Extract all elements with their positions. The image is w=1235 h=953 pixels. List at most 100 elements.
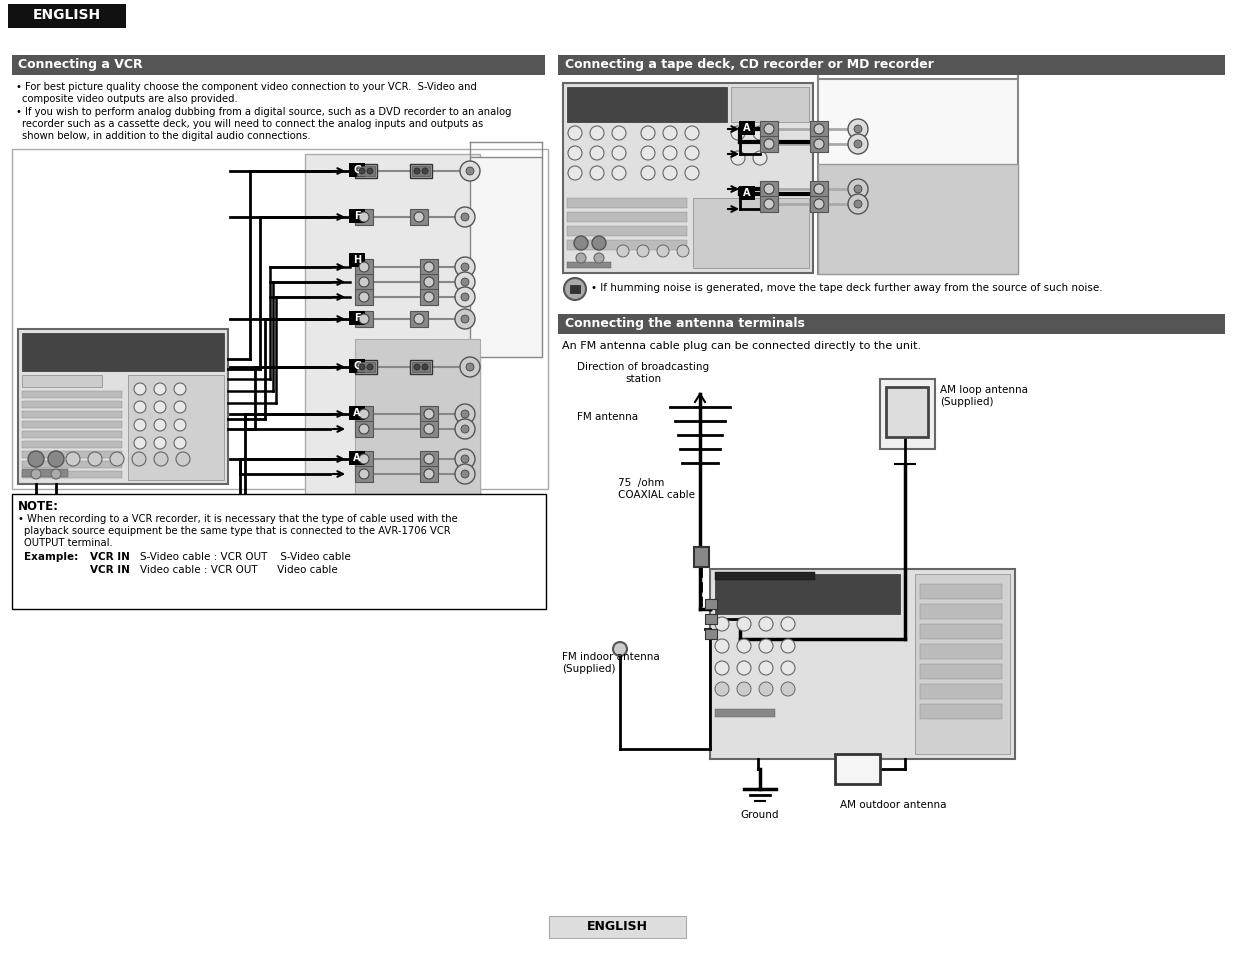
Circle shape [590, 127, 604, 141]
Circle shape [613, 167, 626, 181]
Circle shape [359, 277, 369, 288]
Circle shape [461, 264, 469, 272]
Circle shape [677, 246, 689, 257]
Bar [920, 704, 1002, 720]
Bar [22, 412, 122, 418]
Circle shape [461, 411, 469, 418]
Bar [22, 461, 122, 469]
Circle shape [454, 257, 475, 277]
Circle shape [359, 314, 369, 325]
Circle shape [760, 682, 773, 697]
Circle shape [814, 140, 824, 150]
Circle shape [737, 639, 751, 654]
Bar [881, 379, 935, 450]
Bar [731, 88, 809, 123]
Bar [705, 615, 718, 624]
Bar [350, 253, 366, 268]
Circle shape [760, 618, 773, 631]
Circle shape [781, 661, 795, 676]
Bar [22, 441, 122, 449]
Bar [563, 84, 813, 274]
Text: Direction of broadcasting
station: Direction of broadcasting station [577, 361, 709, 383]
Circle shape [414, 169, 420, 174]
Circle shape [414, 314, 424, 325]
Circle shape [848, 120, 868, 140]
Circle shape [764, 200, 774, 210]
Bar [22, 334, 224, 372]
Bar [920, 684, 1002, 700]
Bar [354, 274, 373, 291]
Bar [420, 452, 438, 468]
Circle shape [466, 168, 474, 175]
Bar [354, 360, 377, 375]
Circle shape [154, 453, 168, 467]
Bar [412, 167, 430, 177]
Circle shape [853, 126, 862, 133]
Bar [354, 290, 373, 306]
Circle shape [781, 618, 795, 631]
Circle shape [568, 147, 582, 161]
Bar [350, 164, 366, 178]
Bar [810, 182, 827, 198]
Circle shape [359, 424, 369, 435]
Text: G: G [353, 165, 361, 174]
Bar [920, 644, 1002, 659]
Circle shape [135, 384, 146, 395]
Circle shape [174, 419, 186, 432]
Bar [915, 575, 1010, 754]
Circle shape [454, 464, 475, 484]
Circle shape [359, 455, 369, 464]
Circle shape [848, 135, 868, 154]
Text: Connecting the antenna terminals: Connecting the antenna terminals [564, 316, 805, 330]
Circle shape [753, 152, 767, 166]
Bar [350, 407, 366, 420]
Bar [920, 624, 1002, 639]
Bar [471, 158, 542, 357]
Bar [920, 604, 1002, 619]
Circle shape [663, 167, 677, 181]
Circle shape [459, 162, 480, 182]
Text: recorder such as a cassette deck, you will need to connect the analog inputs and: recorder such as a cassette deck, you wi… [22, 119, 483, 129]
Circle shape [461, 426, 469, 434]
Bar [760, 137, 778, 152]
Bar [694, 547, 709, 567]
Bar [710, 569, 1015, 760]
Bar [22, 375, 103, 388]
Bar [810, 196, 827, 213]
Circle shape [568, 127, 582, 141]
Text: Ground: Ground [741, 809, 779, 820]
Bar [567, 213, 687, 223]
Circle shape [641, 127, 655, 141]
Circle shape [424, 263, 433, 273]
Circle shape [424, 410, 433, 419]
Text: F: F [353, 211, 361, 221]
Bar [420, 260, 438, 275]
Text: Connecting a VCR: Connecting a VCR [19, 58, 142, 71]
Text: VCR IN: VCR IN [90, 564, 130, 575]
Bar [739, 122, 755, 136]
Circle shape [618, 246, 629, 257]
Circle shape [613, 127, 626, 141]
Bar [12, 150, 548, 490]
Circle shape [454, 405, 475, 424]
Text: • If you wish to perform analog dubbing from a digital source, such as a DVD rec: • If you wish to perform analog dubbing … [16, 107, 511, 117]
Bar [705, 629, 718, 639]
Text: Connecting a tape deck, CD recorder or MD recorder: Connecting a tape deck, CD recorder or M… [564, 58, 934, 71]
Circle shape [422, 169, 429, 174]
Bar [760, 196, 778, 213]
Circle shape [764, 140, 774, 150]
Circle shape [731, 152, 745, 166]
Circle shape [685, 127, 699, 141]
Bar [571, 286, 580, 294]
Bar [705, 599, 718, 609]
Circle shape [459, 357, 480, 377]
Circle shape [461, 456, 469, 463]
Bar [410, 312, 429, 328]
Circle shape [414, 213, 424, 223]
Text: composite video outputs are also provided.: composite video outputs are also provide… [22, 94, 238, 104]
Circle shape [764, 185, 774, 194]
Circle shape [613, 147, 626, 161]
Circle shape [422, 365, 429, 371]
Bar [693, 199, 809, 269]
Circle shape [715, 661, 729, 676]
